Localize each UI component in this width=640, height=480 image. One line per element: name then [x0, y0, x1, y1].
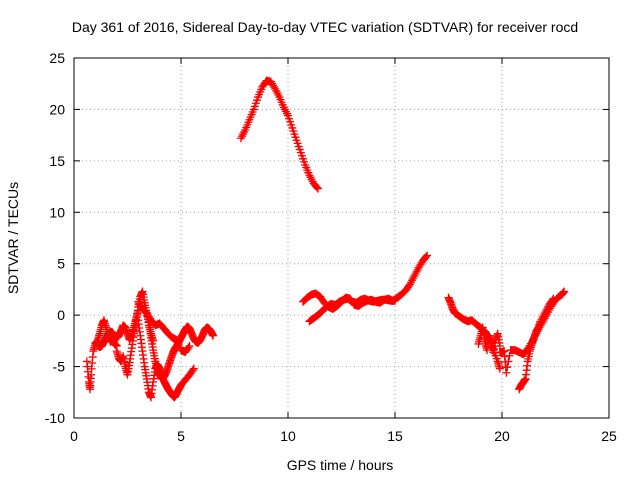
plot-frame — [73, 57, 610, 419]
data-point — [209, 331, 218, 340]
data-point — [504, 357, 513, 366]
data-point — [495, 364, 504, 373]
data-point — [184, 343, 193, 352]
x-tick-label: 15 — [387, 428, 403, 444]
data-point — [188, 366, 197, 375]
data-point — [549, 294, 558, 303]
x-tick-label: 5 — [177, 428, 185, 444]
data-point — [313, 184, 322, 193]
x-tick-label: 25 — [601, 428, 617, 444]
data-point — [560, 287, 569, 296]
y-tick-label: 15 — [49, 153, 65, 169]
data-point — [505, 351, 514, 360]
y-tick-label: -10 — [45, 410, 65, 426]
series-arc7 — [236, 76, 322, 193]
series-arc12 — [495, 287, 569, 377]
series-arc11 — [474, 323, 504, 357]
series-arc13 — [515, 294, 558, 394]
x-axis-label: GPS time / hours — [287, 457, 394, 473]
data-point — [503, 363, 512, 372]
data-point — [422, 252, 431, 261]
chart-title: Day 361 of 2016, Sidereal Day-to-day VTE… — [72, 19, 578, 35]
data-point — [423, 251, 432, 260]
data-point — [502, 368, 511, 377]
data-point — [312, 183, 321, 192]
data-point — [189, 364, 198, 373]
data-point — [185, 342, 194, 350]
data-points — [82, 76, 569, 402]
y-tick-label: 5 — [57, 256, 65, 272]
y-axis-label: SDTVAR / TECUs — [5, 182, 21, 294]
series-arc9 — [298, 251, 432, 313]
y-tick-label: 10 — [49, 204, 65, 220]
y-tick-label: 20 — [49, 101, 65, 117]
x-tick-label: 20 — [494, 428, 510, 444]
x-tick-label: 0 — [70, 428, 78, 444]
axis-ticks: 0 5 10 15 20 25 -10 -5 0 5 10 15 20 25 — [45, 50, 617, 444]
data-point — [548, 296, 557, 305]
y-tick-label: 0 — [57, 307, 65, 323]
y-tick-label: 25 — [49, 50, 65, 66]
y-tick-label: -5 — [53, 359, 66, 375]
series-arc6 — [134, 297, 194, 357]
x-tick-label: 10 — [280, 428, 296, 444]
